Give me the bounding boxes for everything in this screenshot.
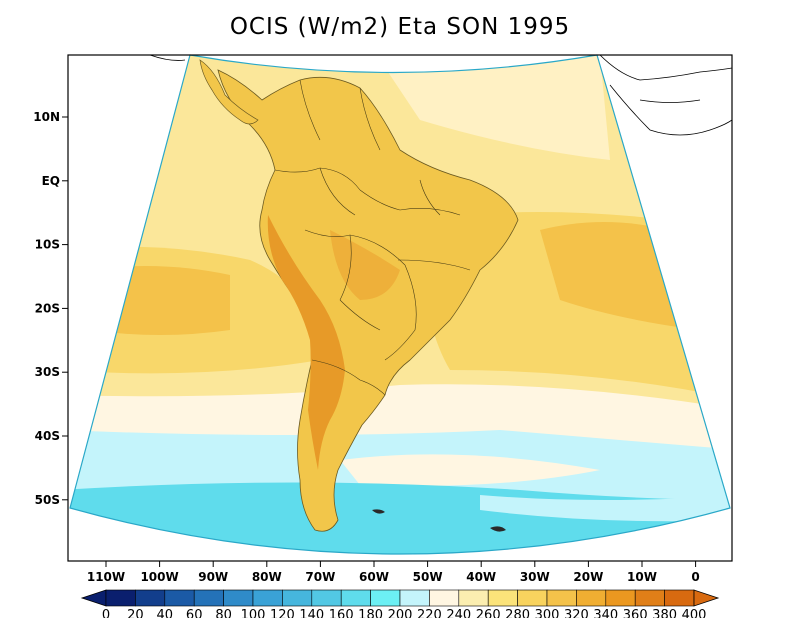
lat-tick-label: EQ <box>42 174 60 188</box>
colorbar-label: 0 <box>102 608 110 618</box>
colorbar-swatch <box>164 589 195 607</box>
colorbar-swatch <box>193 589 224 607</box>
colorbar-label: 60 <box>186 608 203 618</box>
colorbar-swatch <box>458 589 489 607</box>
colorbar-swatch <box>135 589 166 607</box>
lon-tick-label: 10W <box>627 570 657 584</box>
colorbar-right-arrow <box>693 589 720 607</box>
lon-tick-label: 0 <box>691 570 699 584</box>
projection-outline <box>69 54 731 555</box>
lat-tick-label: 50S <box>35 493 60 507</box>
colorbar-left-arrow <box>80 589 107 607</box>
colorbar-swatch <box>605 589 636 607</box>
colorbar-label: 20 <box>127 608 144 618</box>
colorbar-swatch <box>546 589 577 607</box>
colorbar-label: 360 <box>623 608 648 618</box>
sub-core-west <box>90 266 230 335</box>
lon-tick-label: 30W <box>520 570 550 584</box>
colorbar-swatch <box>576 589 607 607</box>
colorbar-swatch <box>252 589 283 607</box>
outer-coastlines <box>149 55 732 136</box>
andes-highlight <box>267 215 345 470</box>
colorbar-swatch <box>105 589 136 607</box>
colorbar-label: 380 <box>652 608 677 618</box>
colorbar-swatch <box>517 589 548 607</box>
pale-north-patch <box>380 55 610 160</box>
south-america-landmass <box>217 69 519 532</box>
colorbar-label: 320 <box>564 608 589 618</box>
colorbar-swatch <box>399 589 430 607</box>
colorbar-label: 120 <box>270 608 295 618</box>
colorbar-swatch <box>429 589 460 607</box>
lon-tick-label: 70W <box>305 570 335 584</box>
colorbar-swatch <box>223 589 254 607</box>
colorbar-label: 200 <box>388 608 413 618</box>
colorbar-swatch <box>370 589 401 607</box>
colorbar-swatch <box>311 589 342 607</box>
colorbar-swatch <box>340 589 371 607</box>
colorbar-label: 100 <box>241 608 266 618</box>
lon-tick-label: 90W <box>198 570 228 584</box>
lon-tick-label: 60W <box>359 570 389 584</box>
colorbar-swatch <box>282 589 313 607</box>
colorbar-label: 80 <box>215 608 232 618</box>
colorbar-swatch <box>664 589 695 607</box>
country-borders <box>274 79 471 396</box>
colorbar-label: 40 <box>157 608 174 618</box>
colorbar-label: 240 <box>446 608 471 618</box>
lat-tick-label: 10S <box>35 238 60 252</box>
lon-tick-label: 20W <box>573 570 603 584</box>
lon-tick-label: 110W <box>87 570 125 584</box>
colorbar-label: 280 <box>505 608 530 618</box>
colorbar-label: 340 <box>593 608 618 618</box>
lat-tick-label: 40S <box>35 429 60 443</box>
colorbar-label: 400 <box>682 608 707 618</box>
latitude-axis: 10N EQ 10S 20S 30S 40S 50S <box>33 110 68 507</box>
colorbar-label: 260 <box>476 608 501 618</box>
longitude-axis: 110W 100W 90W 80W 70W 60W 50W 40W 30W 20W 10W 0 <box>87 561 700 584</box>
colorbar-label: 300 <box>535 608 560 618</box>
lat-tick-label: 30S <box>35 365 60 379</box>
colorbar-label: 220 <box>417 608 442 618</box>
lon-tick-label: 50W <box>413 570 443 584</box>
lon-tick-label: 40W <box>466 570 496 584</box>
lat-tick-label: 20S <box>35 301 60 315</box>
colorbar-swatch <box>487 589 518 607</box>
colorbar: 0 20 40 60 80 100 120 140 160 180 200 220 240 260 280 3… <box>80 589 720 618</box>
lon-tick-label: 100W <box>140 570 178 584</box>
data-field <box>70 55 730 554</box>
lon-tick-label: 80W <box>252 570 282 584</box>
colorbar-label: 160 <box>329 608 354 618</box>
colorbar-label: 140 <box>299 608 324 618</box>
colorbar-label: 180 <box>358 608 383 618</box>
lat-tick-label: 10N <box>33 110 60 124</box>
map-title: OCIS (W/m2) Eta SON 1995 <box>229 14 571 40</box>
central-america <box>199 59 259 125</box>
colorbar-swatch <box>634 589 665 607</box>
